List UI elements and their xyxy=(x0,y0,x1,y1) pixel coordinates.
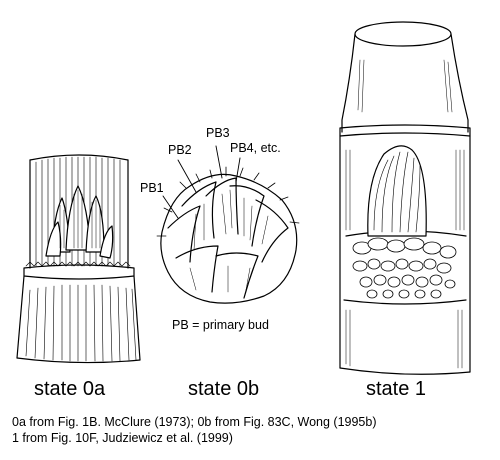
caption-line-1: 0a from Fig. 1B. McClure (1973); 0b from… xyxy=(12,415,377,429)
state-0b-bud-drawing xyxy=(156,145,300,304)
pb3-label: PB3 xyxy=(206,126,230,140)
pb-legend: PB = primary bud xyxy=(172,318,269,332)
state-0a-culm-drawing xyxy=(16,154,141,364)
state-1-label: state 1 xyxy=(366,378,427,400)
pb2-label: PB2 xyxy=(168,143,192,157)
state-1-culm-drawing xyxy=(339,21,471,375)
state-0b-label: state 0b xyxy=(188,378,260,400)
pb1-label: PB1 xyxy=(140,181,164,195)
state-0a-label: state 0a xyxy=(34,378,106,400)
pb4-label: PB4, etc. xyxy=(230,141,281,155)
caption-line-2: 1 from Fig. 10F, Judziewicz et al. (1999… xyxy=(12,431,233,445)
